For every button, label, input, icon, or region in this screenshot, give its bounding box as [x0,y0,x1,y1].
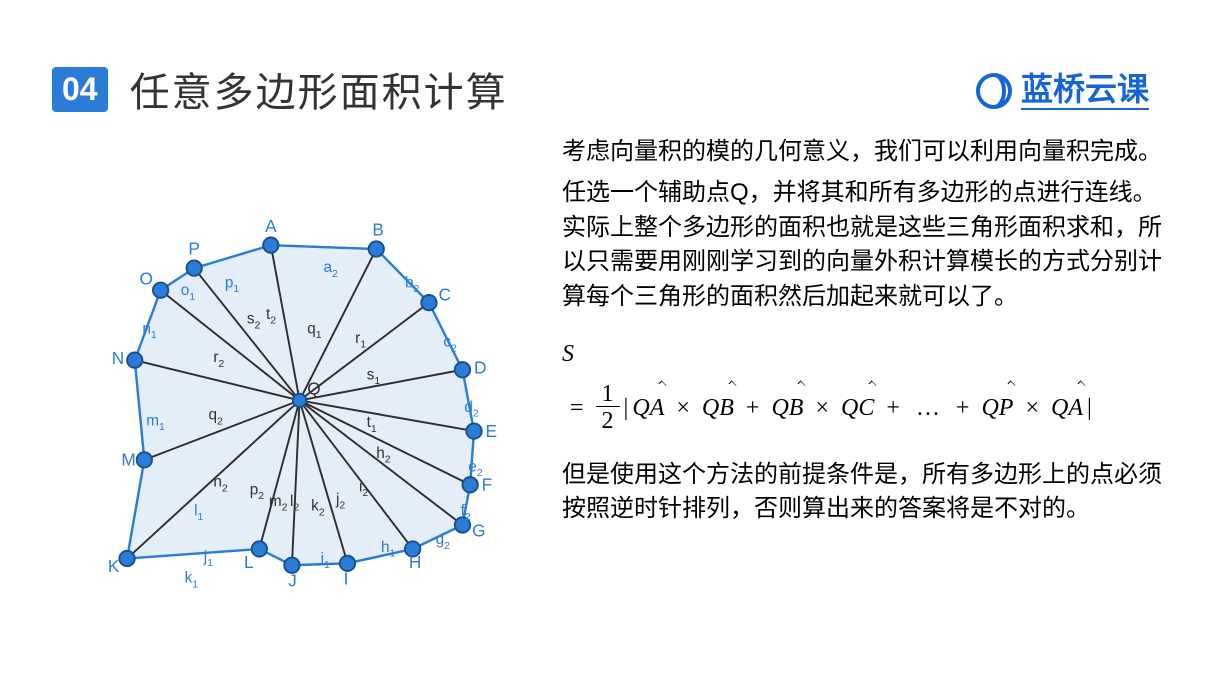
svg-text:F: F [482,474,493,494]
slide-header: 04 任意多边形面积计算 [52,60,508,118]
svg-text:k1: k1 [185,570,199,591]
svg-text:P: P [188,239,200,259]
svg-text:M: M [121,450,135,470]
svg-text:L: L [244,552,254,572]
section-number-badge: 04 [52,67,108,112]
svg-text:B: B [372,220,384,240]
brand-text: 蓝桥云课 [1021,72,1149,109]
paragraph-2: 任选一个辅助点Q，并将其和所有多边形的点进行连线。实际上整个多边形的面积也就是这… [562,176,1162,315]
slide-title: 任意多边形面积计算 [130,60,508,118]
brand-icon [973,70,1015,112]
formula-lhs: S [562,337,1162,372]
svg-text:G: G [472,521,485,541]
svg-text:O: O [140,268,153,288]
svg-text:Q: Q [307,379,320,399]
svg-text:H: H [409,552,421,572]
svg-text:C: C [439,285,451,305]
svg-text:N: N [112,348,124,368]
paragraph-1: 考虑向量积的模的几何意义，我们可以利用向量积完成。 [562,135,1162,170]
formula-rhs: = 1 2 | QA × QB + QB × QC + … + QP × QA … [562,382,1162,436]
svg-text:K: K [108,556,120,576]
paragraph-3: 但是使用这个方法的前提条件是，所有多边形上的点必须按照逆时针排列，否则算出来的答… [562,458,1162,528]
area-formula: S = 1 2 | QA × QB + QB × QC + … + QP × Q… [562,337,1162,436]
svg-text:J: J [288,570,297,590]
polygon-diagram: ABCDEFGHIJLKMNOPQa2b2c2d2e2f2g2h1i1j1k1l… [60,210,520,610]
one-half: 1 2 [596,382,620,436]
svg-text:A: A [265,216,277,236]
svg-text:I: I [344,568,349,588]
svg-text:g2: g2 [436,531,451,552]
svg-text:D: D [474,358,486,378]
svg-text:E: E [486,421,498,441]
explanation-column: 考虑向量积的模的几何意义，我们可以利用向量积完成。 任选一个辅助点Q，并将其和所… [562,135,1162,533]
brand-logo: 蓝桥云课 [973,70,1149,112]
